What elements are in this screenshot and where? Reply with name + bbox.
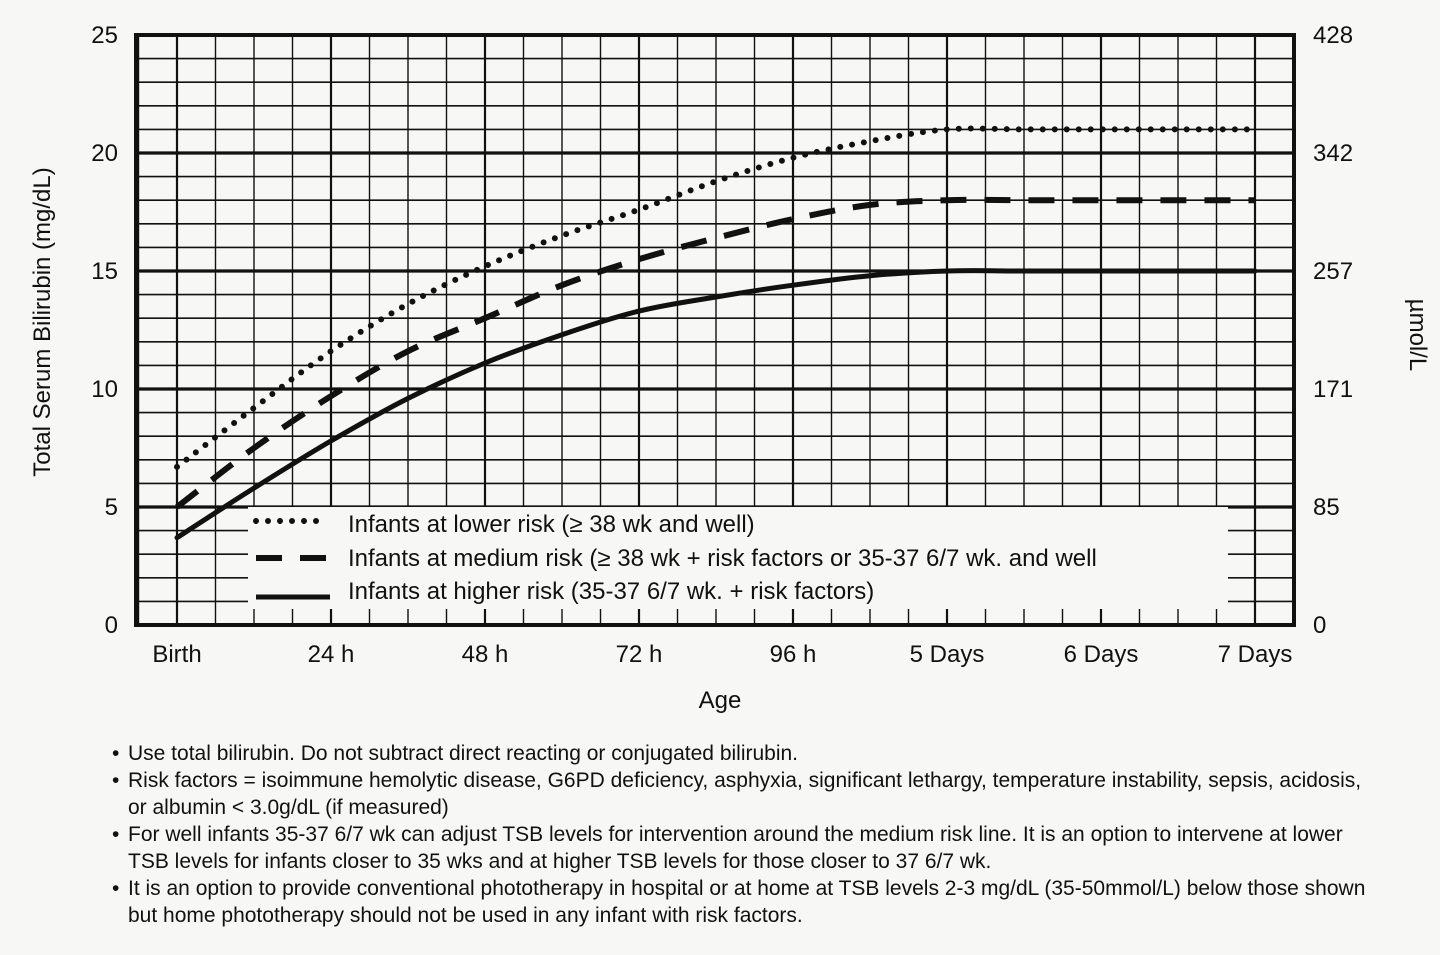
x-tick-label: Birth xyxy=(152,641,201,668)
note-item: Risk factors = isoimmune hemolytic disea… xyxy=(112,767,1372,821)
y2-tick-label: 171 xyxy=(1313,376,1353,403)
notes-list: Use total bilirubin. Do not subtract dir… xyxy=(112,740,1372,929)
series-line-dotted xyxy=(174,125,1258,470)
y2-axis-title: µmol/L xyxy=(1404,299,1431,372)
x-tick-label: 7 Days xyxy=(1218,641,1293,668)
note-item: It is an option to provide conventional … xyxy=(112,875,1372,929)
y-axis-ticks-left: 0 5 10 15 20 25 xyxy=(91,22,118,639)
y-axis-ticks-right: 0 85 171 257 342 428 xyxy=(1313,22,1353,639)
legend-label-higher-risk: Infants at higher risk (35-37 6/7 wk. + … xyxy=(348,578,874,605)
y-tick-label: 15 xyxy=(91,258,118,285)
x-axis-title: Age xyxy=(699,687,742,714)
x-axis-ticks: Birth 24 h 48 h 72 h 96 h 5 Days 6 Days 7 Days xyxy=(152,641,1292,668)
y-tick-label: 20 xyxy=(91,140,118,167)
y-tick-label: 10 xyxy=(91,376,118,403)
x-tick-label: 6 Days xyxy=(1064,641,1139,668)
legend-label-lower-risk: Infants at lower risk (≥ 38 wk and well) xyxy=(348,511,755,538)
legend: Infants at lower risk (≥ 38 wk and well)… xyxy=(248,507,1228,609)
y-tick-label: 5 xyxy=(105,494,118,521)
y2-tick-label: 85 xyxy=(1313,494,1340,521)
series-line-solid xyxy=(174,268,1258,541)
note-item: Use total bilirubin. Do not subtract dir… xyxy=(112,740,1372,767)
y-axis-title: Total Serum Bilirubin (mg/dL) xyxy=(29,167,56,476)
x-tick-label: 24 h xyxy=(308,641,355,668)
y-tick-label: 25 xyxy=(91,22,118,49)
y2-tick-label: 428 xyxy=(1313,22,1353,49)
series-line-dashed xyxy=(175,196,1255,510)
y-tick-label: 0 xyxy=(105,612,118,639)
x-tick-label: 48 h xyxy=(462,641,509,668)
legend-label-medium-risk: Infants at medium risk (≥ 38 wk + risk f… xyxy=(348,545,1097,572)
note-item: For well infants 35-37 6/7 wk can adjust… xyxy=(112,821,1372,875)
y2-tick-label: 257 xyxy=(1313,258,1353,285)
x-tick-label: 5 Days xyxy=(910,641,985,668)
series-layer xyxy=(174,125,1258,541)
plot-frame xyxy=(134,33,1296,627)
bilirubin-chart: 0 5 10 15 20 25 0 85 171 257 342 428 Birth 24 h 48 h… xyxy=(29,22,1431,714)
x-tick-label: 96 h xyxy=(770,641,817,668)
y2-tick-label: 0 xyxy=(1313,612,1326,639)
y2-tick-label: 342 xyxy=(1313,140,1353,167)
x-tick-label: 72 h xyxy=(616,641,663,668)
legend-background xyxy=(248,507,1228,609)
